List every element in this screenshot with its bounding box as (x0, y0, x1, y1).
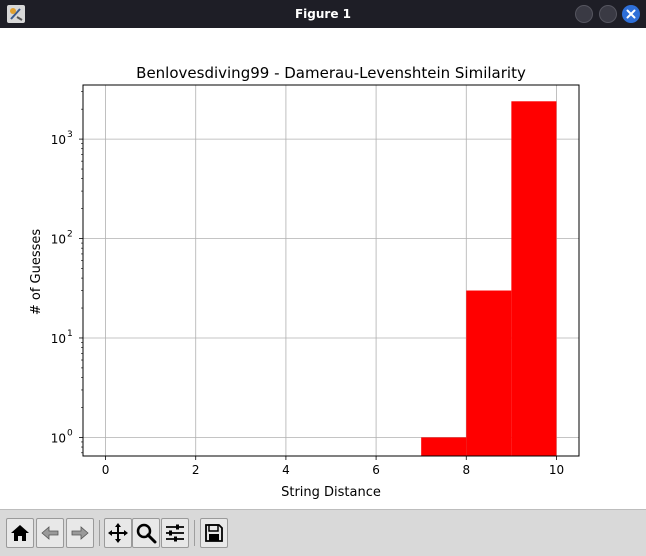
toolbar-separator (99, 520, 100, 546)
y-tick-exponent: 0 (67, 428, 73, 438)
y-tick-exponent: 2 (67, 230, 73, 240)
toolbar-separator (194, 520, 195, 546)
x-axis-label: String Distance (281, 485, 381, 500)
y-tick-label: 10 (51, 431, 66, 445)
arrow-left-icon (41, 526, 59, 540)
home-button[interactable] (6, 518, 34, 548)
histogram-bars (421, 101, 557, 456)
x-tick-label: 8 (462, 463, 470, 477)
floppy-disk-icon (205, 524, 223, 542)
x-tick-label: 0 (102, 463, 110, 477)
minimize-button[interactable] (575, 5, 593, 23)
forward-button[interactable] (66, 518, 94, 548)
title-bar: Figure 1 (0, 0, 646, 28)
histogram-bar (466, 290, 512, 456)
y-tick-label: 10 (51, 332, 66, 346)
y-tick-exponent: 1 (67, 329, 73, 339)
axes-frame (82, 84, 580, 457)
arrow-right-icon (71, 526, 89, 540)
move-arrows-icon (108, 523, 128, 543)
configure-subplots-button[interactable] (161, 518, 189, 548)
navigation-toolbar (0, 509, 646, 556)
close-icon (626, 9, 636, 19)
histogram-bar (511, 101, 557, 456)
x-tick-label: 10 (549, 463, 564, 477)
zoom-button[interactable] (132, 518, 160, 548)
x-tick-label: 4 (282, 463, 290, 477)
back-button[interactable] (36, 518, 64, 548)
pan-button[interactable] (104, 518, 132, 548)
x-tick-label: 6 (372, 463, 380, 477)
maximize-button[interactable] (599, 5, 617, 23)
matplotlib-app-icon (7, 5, 25, 23)
close-button[interactable] (622, 5, 640, 23)
window-title: Figure 1 (294, 7, 352, 21)
x-tick-label: 2 (192, 463, 200, 477)
home-icon (11, 525, 29, 541)
y-axis-label: # of Guesses (29, 229, 44, 316)
figure-canvas: 0 2 4 6 8 10 10 0 10 1 10 2 10 3 Benlovesdiving99 - … (3, 28, 643, 509)
y-tick-label: 10 (51, 233, 66, 247)
histogram-bar (421, 437, 467, 456)
sliders-icon (166, 524, 184, 542)
y-tick-exponent: 3 (67, 130, 73, 140)
y-tick-label: 10 (51, 133, 66, 147)
save-button[interactable] (200, 518, 228, 548)
magnifier-icon (136, 523, 157, 544)
chart-title: Benlovesdiving99 - Damerau-Levenshtein S… (136, 64, 526, 82)
x-axis-ticks: 0 2 4 6 8 10 (102, 456, 564, 477)
